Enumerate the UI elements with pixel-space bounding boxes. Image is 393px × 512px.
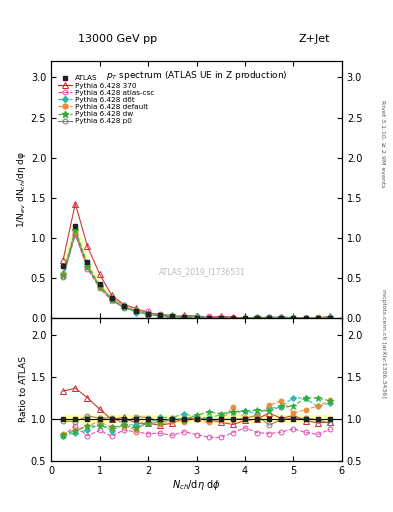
Text: mcplots.cern.ch [arXiv:1306.3436]: mcplots.cern.ch [arXiv:1306.3436] bbox=[381, 289, 386, 397]
Legend: ATLAS, Pythia 6.428 370, Pythia 6.428 atlas-csc, Pythia 6.428 d6t, Pythia 6.428 : ATLAS, Pythia 6.428 370, Pythia 6.428 at… bbox=[58, 75, 154, 124]
Text: Z+Jet: Z+Jet bbox=[299, 33, 330, 44]
Text: ATLAS_2019_I1736531: ATLAS_2019_I1736531 bbox=[159, 267, 246, 276]
Text: Rivet 3.1.10, ≥ 2.9M events: Rivet 3.1.10, ≥ 2.9M events bbox=[381, 99, 386, 187]
X-axis label: $N_{ch}$/d$\eta$ d$\phi$: $N_{ch}$/d$\eta$ d$\phi$ bbox=[172, 478, 221, 493]
Text: $p_T$ spectrum (ATLAS UE in Z production): $p_T$ spectrum (ATLAS UE in Z production… bbox=[106, 69, 287, 82]
Y-axis label: 1/N$_{ev}$ dN$_{ch}$/dη dφ: 1/N$_{ev}$ dN$_{ch}$/dη dφ bbox=[15, 151, 28, 228]
Y-axis label: Ratio to ATLAS: Ratio to ATLAS bbox=[19, 356, 28, 422]
Text: 13000 GeV pp: 13000 GeV pp bbox=[78, 33, 158, 44]
